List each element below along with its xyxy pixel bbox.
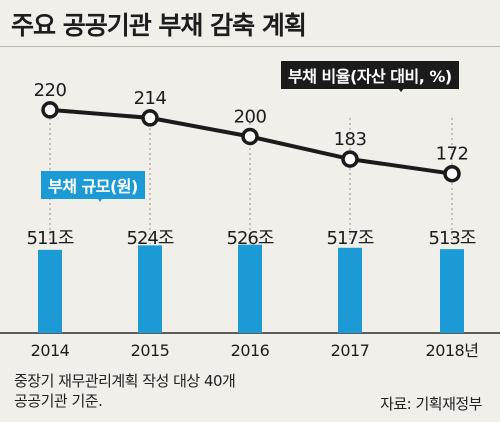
ratio-value-label: 172 bbox=[436, 144, 469, 165]
chart-title: 주요 공공기관 부채 감축 계획 bbox=[11, 11, 307, 40]
ratio-legend-tag: 부채 비율(자산 대비, %) bbox=[281, 61, 459, 89]
ratio-value-label: 183 bbox=[334, 129, 367, 150]
bar-value-label: 524조 bbox=[127, 228, 174, 249]
source-credit: 자료: 기획재정부 bbox=[380, 395, 482, 413]
x-tick-label: 2016 bbox=[231, 341, 270, 360]
x-tick-label: 2017 bbox=[331, 341, 370, 360]
ratio-value-label: 220 bbox=[34, 80, 67, 101]
bar-value-label: 517조 bbox=[327, 228, 374, 249]
size-legend-tag: 부채 규모(원) bbox=[41, 171, 145, 199]
bar bbox=[238, 244, 262, 333]
bar-value-label: 513조 bbox=[429, 228, 476, 249]
title-divider bbox=[0, 46, 500, 47]
ratio-marker bbox=[241, 127, 259, 146]
x-tick-label: 2018년 bbox=[426, 341, 479, 360]
x-tick-label: 2014 bbox=[31, 341, 70, 360]
bar bbox=[440, 249, 464, 333]
ratio-value-label: 214 bbox=[134, 88, 167, 109]
ratio-marker bbox=[41, 101, 59, 119]
ratio-marker bbox=[443, 164, 461, 183]
ratio-marker bbox=[341, 150, 359, 168]
ratio-legend-pointer bbox=[394, 83, 408, 92]
bar bbox=[38, 249, 62, 333]
x-tick-label: 2015 bbox=[131, 341, 170, 360]
bar bbox=[138, 245, 162, 333]
ratio-marker bbox=[141, 109, 159, 127]
bar-value-label: 511조 bbox=[27, 228, 74, 249]
ratio-value-label: 200 bbox=[234, 107, 267, 128]
footnote-line: 중장기 재무관리계획 작성 대상 40개 bbox=[14, 372, 236, 390]
bar-value-label: 526조 bbox=[227, 228, 274, 249]
bar bbox=[338, 247, 362, 333]
size-legend-pointer bbox=[94, 193, 106, 202]
footnote-line: 공공기관 기준. bbox=[14, 392, 103, 410]
footnote: 중장기 재무관리계획 작성 대상 40개 공공기관 기준. bbox=[14, 371, 236, 411]
